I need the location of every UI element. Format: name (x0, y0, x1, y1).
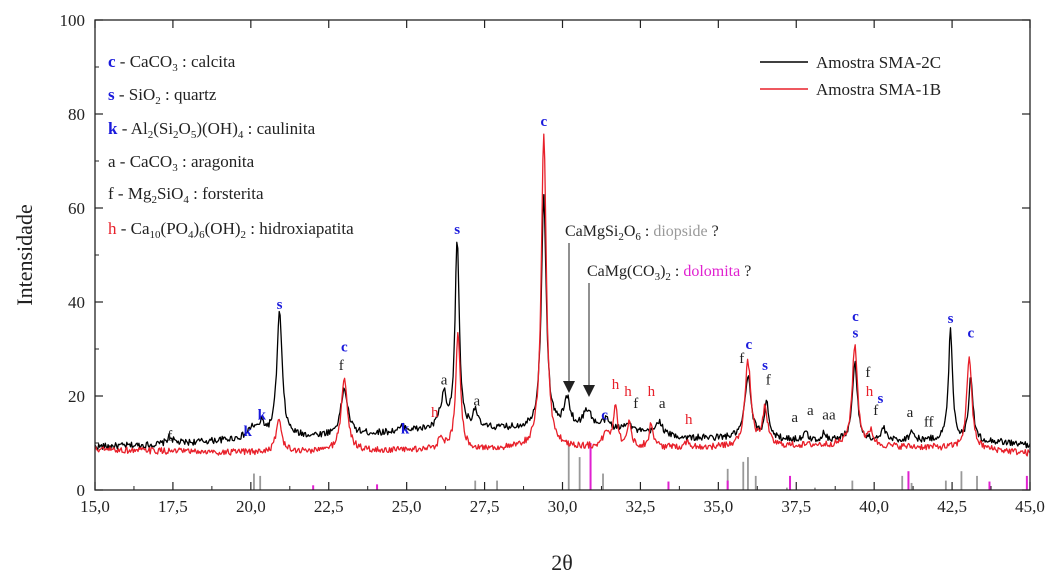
x-axis-title: 2θ (551, 550, 573, 575)
peak-label: f (339, 358, 344, 374)
reference-lines (253, 443, 1028, 490)
peak-label: h (431, 405, 439, 421)
x-tick-label: 32,5 (626, 497, 656, 516)
y-tick-label: 40 (68, 293, 85, 312)
mineral-aragonita: a - CaCO3 : aragonita (108, 152, 255, 174)
x-tick-label: 27,5 (470, 497, 500, 516)
peak-label: c (746, 337, 753, 353)
series-line-sma-1b (94, 133, 1031, 457)
peak-label: c (341, 339, 348, 355)
x-tick-label: 35,0 (703, 497, 733, 516)
x-tick-label: 45,0 (1015, 497, 1045, 516)
y-tick-label: 60 (68, 199, 85, 218)
legend-label-sma-1b: Amostra SMA-1B (816, 80, 941, 99)
peak-label: a (807, 403, 814, 419)
peak-label: f (766, 372, 771, 388)
annotation-dolomita-arrowhead (583, 385, 595, 397)
mineral-forsterita: f - Mg2SiO4 : forsterita (108, 184, 264, 206)
peak-label: k (244, 424, 253, 440)
peak-label: s (277, 297, 283, 313)
peak-label: k (258, 408, 267, 424)
y-tick-label: 100 (60, 11, 86, 30)
plot-frame (94, 19, 1031, 491)
legend: Amostra SMA-2C Amostra SMA-1B (760, 53, 941, 99)
peak-label: f (167, 429, 172, 445)
mineral-hidroxiapatita: h - Ca10(PO4)6(OH)2 : hidroxiapatita (108, 219, 354, 241)
x-tick-label: 15,0 (80, 497, 110, 516)
annotation-diopside: CaMgSi2O6 : diopside ? (563, 223, 719, 393)
peak-label: f (633, 396, 638, 412)
peak-label: s (948, 311, 954, 327)
peak-label: c (540, 114, 547, 130)
x-tick-label: 30,0 (548, 497, 578, 516)
peak-label: s (454, 222, 460, 238)
peak-label: f (865, 365, 870, 381)
peak-label: c (852, 309, 859, 325)
x-tick-label: 17,5 (158, 497, 188, 516)
peak-label: c (967, 325, 974, 341)
peak-label: f (873, 403, 878, 419)
x-tick-label: 20,0 (236, 497, 266, 516)
annotation-dolomita-text: CaMg(CO3)2 : dolomita ? (587, 263, 751, 283)
peak-label: a (473, 393, 480, 409)
peak-label: a (659, 396, 666, 412)
x-tick-label: 42,5 (937, 497, 967, 516)
peak-label: f (739, 351, 744, 367)
mineral-caulinita: k - Al2(Si2O5)(OH)4 : caulinita (108, 119, 316, 141)
mineral-quartz: s - SiO2 : quartz (108, 85, 217, 107)
peak-label: aa (822, 408, 836, 424)
peak-label: h (624, 384, 632, 400)
legend-label-sma-2c: Amostra SMA-2C (816, 53, 941, 72)
peak-label: h (648, 384, 656, 400)
x-tick-label: 25,0 (392, 497, 422, 516)
annotation-diopside-text: CaMgSi2O6 : diopside ? (565, 223, 719, 243)
peak-label: c (601, 408, 608, 424)
tick-layer: 15,0 17,5 20,0 22,5 25,0 27,5 30,0 32,5 35,0 37,5… (60, 11, 1045, 516)
peak-label: h (685, 412, 693, 428)
peak-label: a (441, 372, 448, 388)
mineral-calcita: c - CaCO3 : calcita (108, 52, 236, 74)
y-tick-label: 0 (77, 481, 86, 500)
peak-label: h (866, 384, 874, 400)
peak-label: k (401, 422, 410, 438)
peak-label: s (877, 391, 883, 407)
x-tick-label: 40,0 (859, 497, 889, 516)
y-tick-label: 80 (68, 105, 85, 124)
mineral-legend: c - CaCO3 : calcita s - SiO2 : quartz k … (108, 52, 354, 241)
x-tick-label: 37,5 (781, 497, 811, 516)
peak-label: a (791, 410, 798, 426)
peak-label: h (612, 377, 620, 393)
series-layer (94, 133, 1031, 457)
annotation-dolomita: CaMg(CO3)2 : dolomita ? (583, 263, 751, 397)
x-tick-label: 22,5 (314, 497, 344, 516)
peak-label: ff (924, 415, 934, 431)
y-tick-label: 20 (68, 387, 85, 406)
peak-label: s (762, 358, 768, 374)
peak-label: a (907, 405, 914, 421)
peak-label: s (853, 325, 859, 341)
annotation-diopside-arrowhead (563, 381, 575, 393)
y-axis-title: Intensidade (12, 204, 37, 305)
